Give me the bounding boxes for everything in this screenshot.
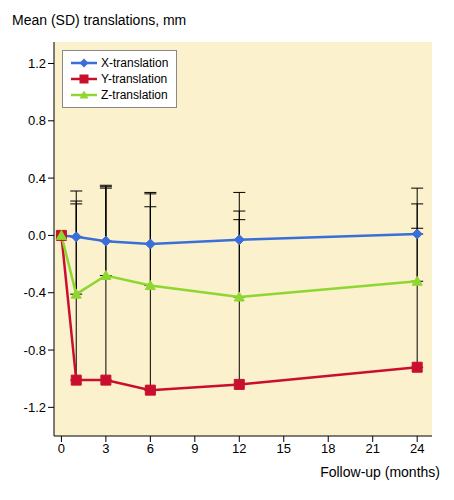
svg-text:-0.4: -0.4 — [24, 285, 46, 300]
svg-text:18: 18 — [321, 441, 335, 456]
html-text:Z-translation: Z-translation — [101, 88, 168, 102]
svg-text:9: 9 — [191, 441, 198, 456]
svg-text:-0.8: -0.8 — [24, 343, 46, 358]
svg-text:21: 21 — [365, 441, 379, 456]
svg-text:6: 6 — [147, 441, 154, 456]
svg-text:0.8: 0.8 — [28, 113, 46, 128]
svg-text:15: 15 — [277, 441, 291, 456]
svg-text:-1.2: -1.2 — [24, 400, 46, 415]
svg-text:3: 3 — [102, 441, 109, 456]
svg-text:0.4: 0.4 — [28, 171, 46, 186]
svg-text:1.2: 1.2 — [28, 56, 46, 71]
svg-text:0: 0 — [58, 441, 65, 456]
svg-text:24: 24 — [410, 441, 424, 456]
html-text:Follow-up (months): Follow-up (months) — [320, 464, 440, 480]
svg-text:12: 12 — [232, 441, 246, 456]
html-text:Y-translation: Y-translation — [101, 72, 168, 86]
html-text:Mean (SD) translations, mm: Mean (SD) translations, mm — [12, 12, 187, 28]
html-text:X-translation: X-translation — [101, 56, 169, 70]
svg-text:0.0: 0.0 — [28, 228, 46, 243]
